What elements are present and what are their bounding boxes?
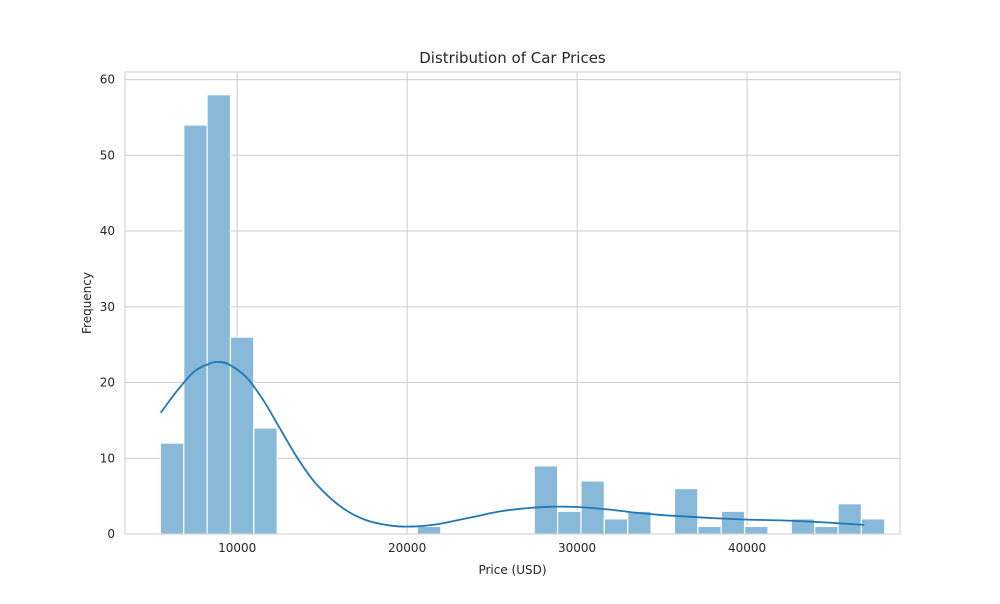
y-tick-label: 30 <box>100 300 115 314</box>
y-tick-label: 0 <box>107 527 115 541</box>
x-tick-label: 30000 <box>558 541 596 555</box>
histogram-bar <box>720 510 746 535</box>
x-tick-label: 10000 <box>218 541 256 555</box>
kde-line <box>159 360 865 528</box>
histogram-bar <box>603 518 629 535</box>
histogram-bar <box>697 525 722 535</box>
y-tick-label: 20 <box>100 376 115 390</box>
histogram-bar <box>253 427 278 535</box>
y-tick-label: 50 <box>100 148 115 162</box>
histogram-bar <box>743 525 769 535</box>
x-tick-labels: 10000 20000 30000 40000 <box>218 541 766 555</box>
x-tick-label: 40000 <box>728 541 766 555</box>
x-axis-label: Price (USD) <box>478 563 546 577</box>
histogram-bar <box>673 487 699 535</box>
histogram-bar <box>860 518 886 535</box>
histogram-bar <box>837 503 863 535</box>
histogram-bar <box>416 525 442 535</box>
y-tick-label: 10 <box>100 451 115 465</box>
histogram-bar <box>557 510 582 535</box>
histogram-bar <box>159 442 185 535</box>
y-tick-label: 40 <box>100 224 115 238</box>
chart-title: Distribution of Car Prices <box>419 49 606 67</box>
histogram-bar <box>533 465 559 535</box>
y-tick-label: 60 <box>100 73 115 87</box>
histogram-bar <box>183 124 208 535</box>
histogram-bar <box>814 525 839 535</box>
plot-frame <box>124 71 901 535</box>
x-tick-label: 20000 <box>388 541 426 555</box>
y-axis-label: Frequency <box>80 272 94 334</box>
histogram-bar <box>206 94 232 535</box>
y-tick-labels: 0 10 20 30 40 50 60 <box>100 73 115 541</box>
